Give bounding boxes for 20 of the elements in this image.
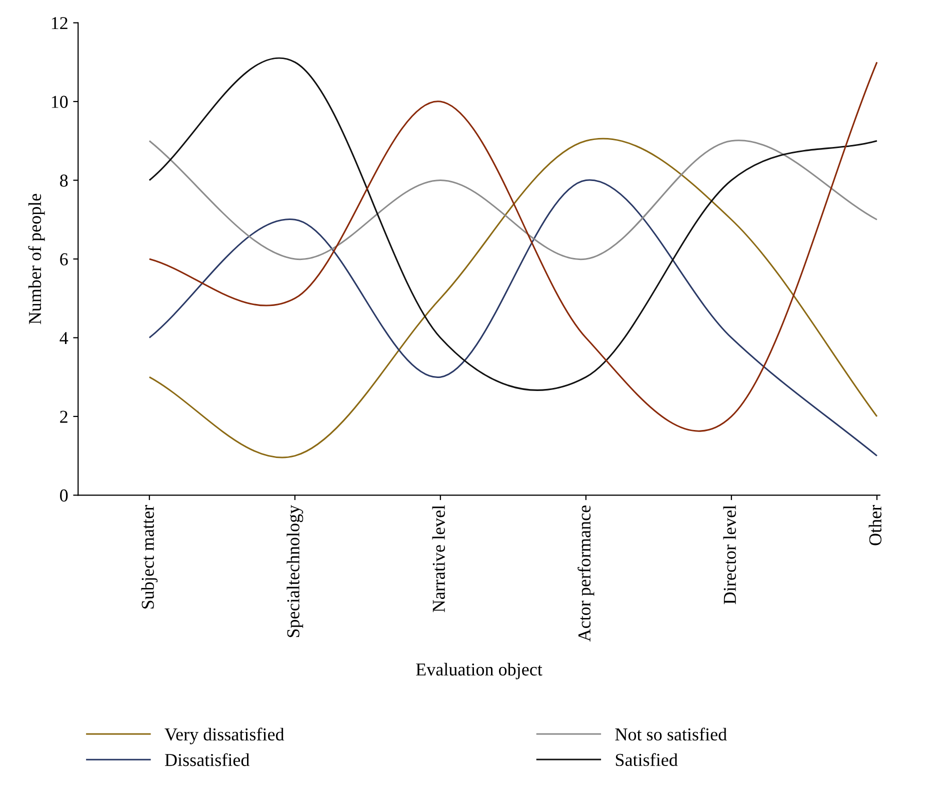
y-tick-label: 10 [52,96,68,108]
x-tick-label: Director level [723,505,736,604]
legend-label: Satisfied [616,753,678,766]
y-tick-label: 4 [60,332,68,344]
x-tick-label: Other [868,505,882,546]
x-tick-label: Subject matter [141,505,158,608]
y-tick-label: 2 [60,410,68,423]
x-tick-label: Narrative level [432,505,445,612]
x-tick-label: Specialtechnology [286,504,304,638]
legend-label: Very dissatisfied [164,728,284,744]
x-tick-label: Actor performance [578,506,594,642]
y-tick-label: 12 [52,17,68,30]
legend-label: Not so satisfied [615,728,727,741]
y-tick-label: 0 [60,489,68,502]
y-tick-label: 6 [60,253,68,266]
line-series [148,140,878,260]
legend-label: Dissatisfied [164,753,250,766]
y-axis-title: Number of people [28,194,45,324]
y-tick-label: 8 [60,174,68,187]
x-axis-title: Evaluation object [416,662,542,680]
